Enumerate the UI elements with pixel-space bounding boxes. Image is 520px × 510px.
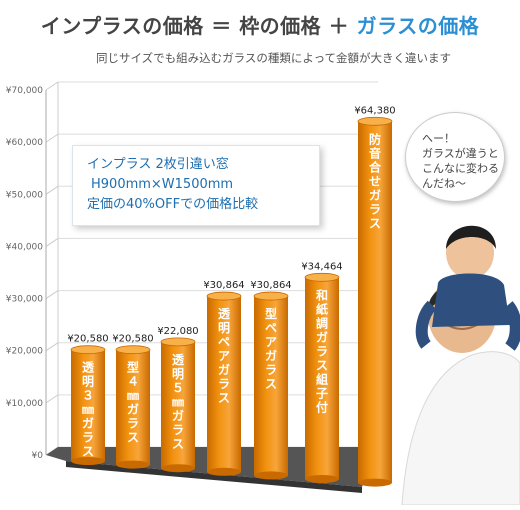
grid-diag-5 — [45, 185, 59, 195]
info-box: インプラス 2枚引違い窓 H900mm×W1500mm 定価の40%OFFでの価… — [72, 145, 320, 226]
title-part2: 枠の価格 — [239, 14, 322, 38]
bar-label-6: 防音合せガラス — [369, 131, 382, 230]
bar-base-2 — [161, 464, 195, 473]
subtitle: 同じサイズでも組み込むガラスの種類によって金額が大きく違います — [96, 51, 452, 65]
title-equals: ＝ — [211, 14, 232, 38]
bar-base-5 — [305, 475, 339, 483]
bar-top-2 — [160, 337, 196, 347]
grid-diag-3 — [45, 290, 59, 299]
child-face — [446, 227, 494, 279]
grid-diag-6 — [45, 133, 59, 143]
page-title: インプラスの価格 ＝ 枠の価格 ＋ ガラスの価格 — [0, 10, 520, 39]
title-part1: インプラスの価格 — [40, 14, 204, 38]
grid-diag-4 — [45, 238, 59, 247]
y-tick-label-7: ¥70,000 — [6, 86, 43, 96]
bar-0 — [71, 349, 105, 461]
bar-base-3 — [207, 467, 241, 476]
y-tick-label-3: ¥30,000 — [6, 295, 43, 305]
bar-label-5: 和紙調ガラス組子付 — [315, 287, 328, 414]
family-photo — [401, 225, 520, 505]
title-plus: ＋ — [328, 14, 350, 38]
bar-top-1 — [115, 345, 151, 355]
bar-label-2: 透明５㎜ガラス — [172, 353, 185, 451]
bubble-line-1: へー！ — [422, 132, 455, 145]
y-tick-label-5: ¥50,000 — [6, 190, 43, 200]
info-line-3: 定価の40%OFFでの価格比較 — [87, 197, 259, 212]
value-label-6: ¥64,380 — [354, 105, 395, 116]
bar-3 — [207, 296, 241, 472]
bar-4 — [254, 296, 288, 476]
y-tick-label-0: ¥0 — [32, 451, 44, 461]
grid-diag-7 — [45, 81, 59, 91]
speech-bubble: へー！ ガラスが違うと こんなに変わる んだね～ — [405, 112, 505, 202]
value-label-0: ¥20,580 — [67, 334, 108, 345]
bar-6 — [358, 121, 392, 483]
y-tick-label-1: ¥10,000 — [6, 399, 43, 409]
bar-base-6 — [358, 478, 392, 487]
child-hair — [446, 225, 496, 249]
bar-top-3 — [206, 291, 242, 301]
info-line-2: H900mm×W1500mm — [91, 177, 234, 192]
bar-base-1 — [116, 460, 150, 469]
bubble-line-4: んだね～ — [422, 177, 466, 190]
bar-label-1: 型４㎜ガラス — [127, 360, 139, 445]
bar-label-0: 透明３㎜ガラス — [82, 361, 95, 459]
value-label-1: ¥20,580 — [112, 334, 153, 345]
y-tick-label-4: ¥40,000 — [6, 242, 43, 252]
bubble-line-2: ガラスが違うと — [422, 147, 499, 160]
bubble-line-3: こんなに変わる — [422, 162, 499, 175]
bar-top-5 — [304, 272, 340, 282]
bar-top-0 — [70, 345, 106, 355]
value-label-2: ¥22,080 — [157, 326, 198, 337]
value-label-5: ¥34,464 — [301, 261, 342, 272]
bar-1 — [116, 349, 150, 465]
bar-base-0 — [71, 457, 105, 465]
value-label-3: ¥30,864 — [203, 280, 244, 291]
title-part3: ガラスの価格 — [356, 14, 480, 38]
bar-5 — [305, 277, 339, 479]
y-tick-label-2: ¥20,000 — [6, 347, 43, 357]
grid-diag-2 — [45, 342, 59, 352]
bar-base-4 — [254, 471, 288, 480]
bar-top-6 — [357, 116, 393, 126]
grid-diag-1 — [45, 394, 59, 404]
y-tick-label-6: ¥60,000 — [6, 138, 43, 148]
value-label-4: ¥30,864 — [250, 280, 291, 291]
bar-2 — [161, 341, 195, 469]
bar-label-3: 透明ペアガラス — [218, 307, 231, 405]
child-shirt — [432, 273, 510, 327]
info-line-1: インプラス 2枚引違い窓 — [87, 157, 229, 172]
father-shirt — [401, 351, 520, 505]
chart-floor-edge — [66, 461, 362, 493]
bar-label-4: 型ペアガラス — [265, 306, 277, 391]
bar-top-4 — [253, 291, 289, 301]
